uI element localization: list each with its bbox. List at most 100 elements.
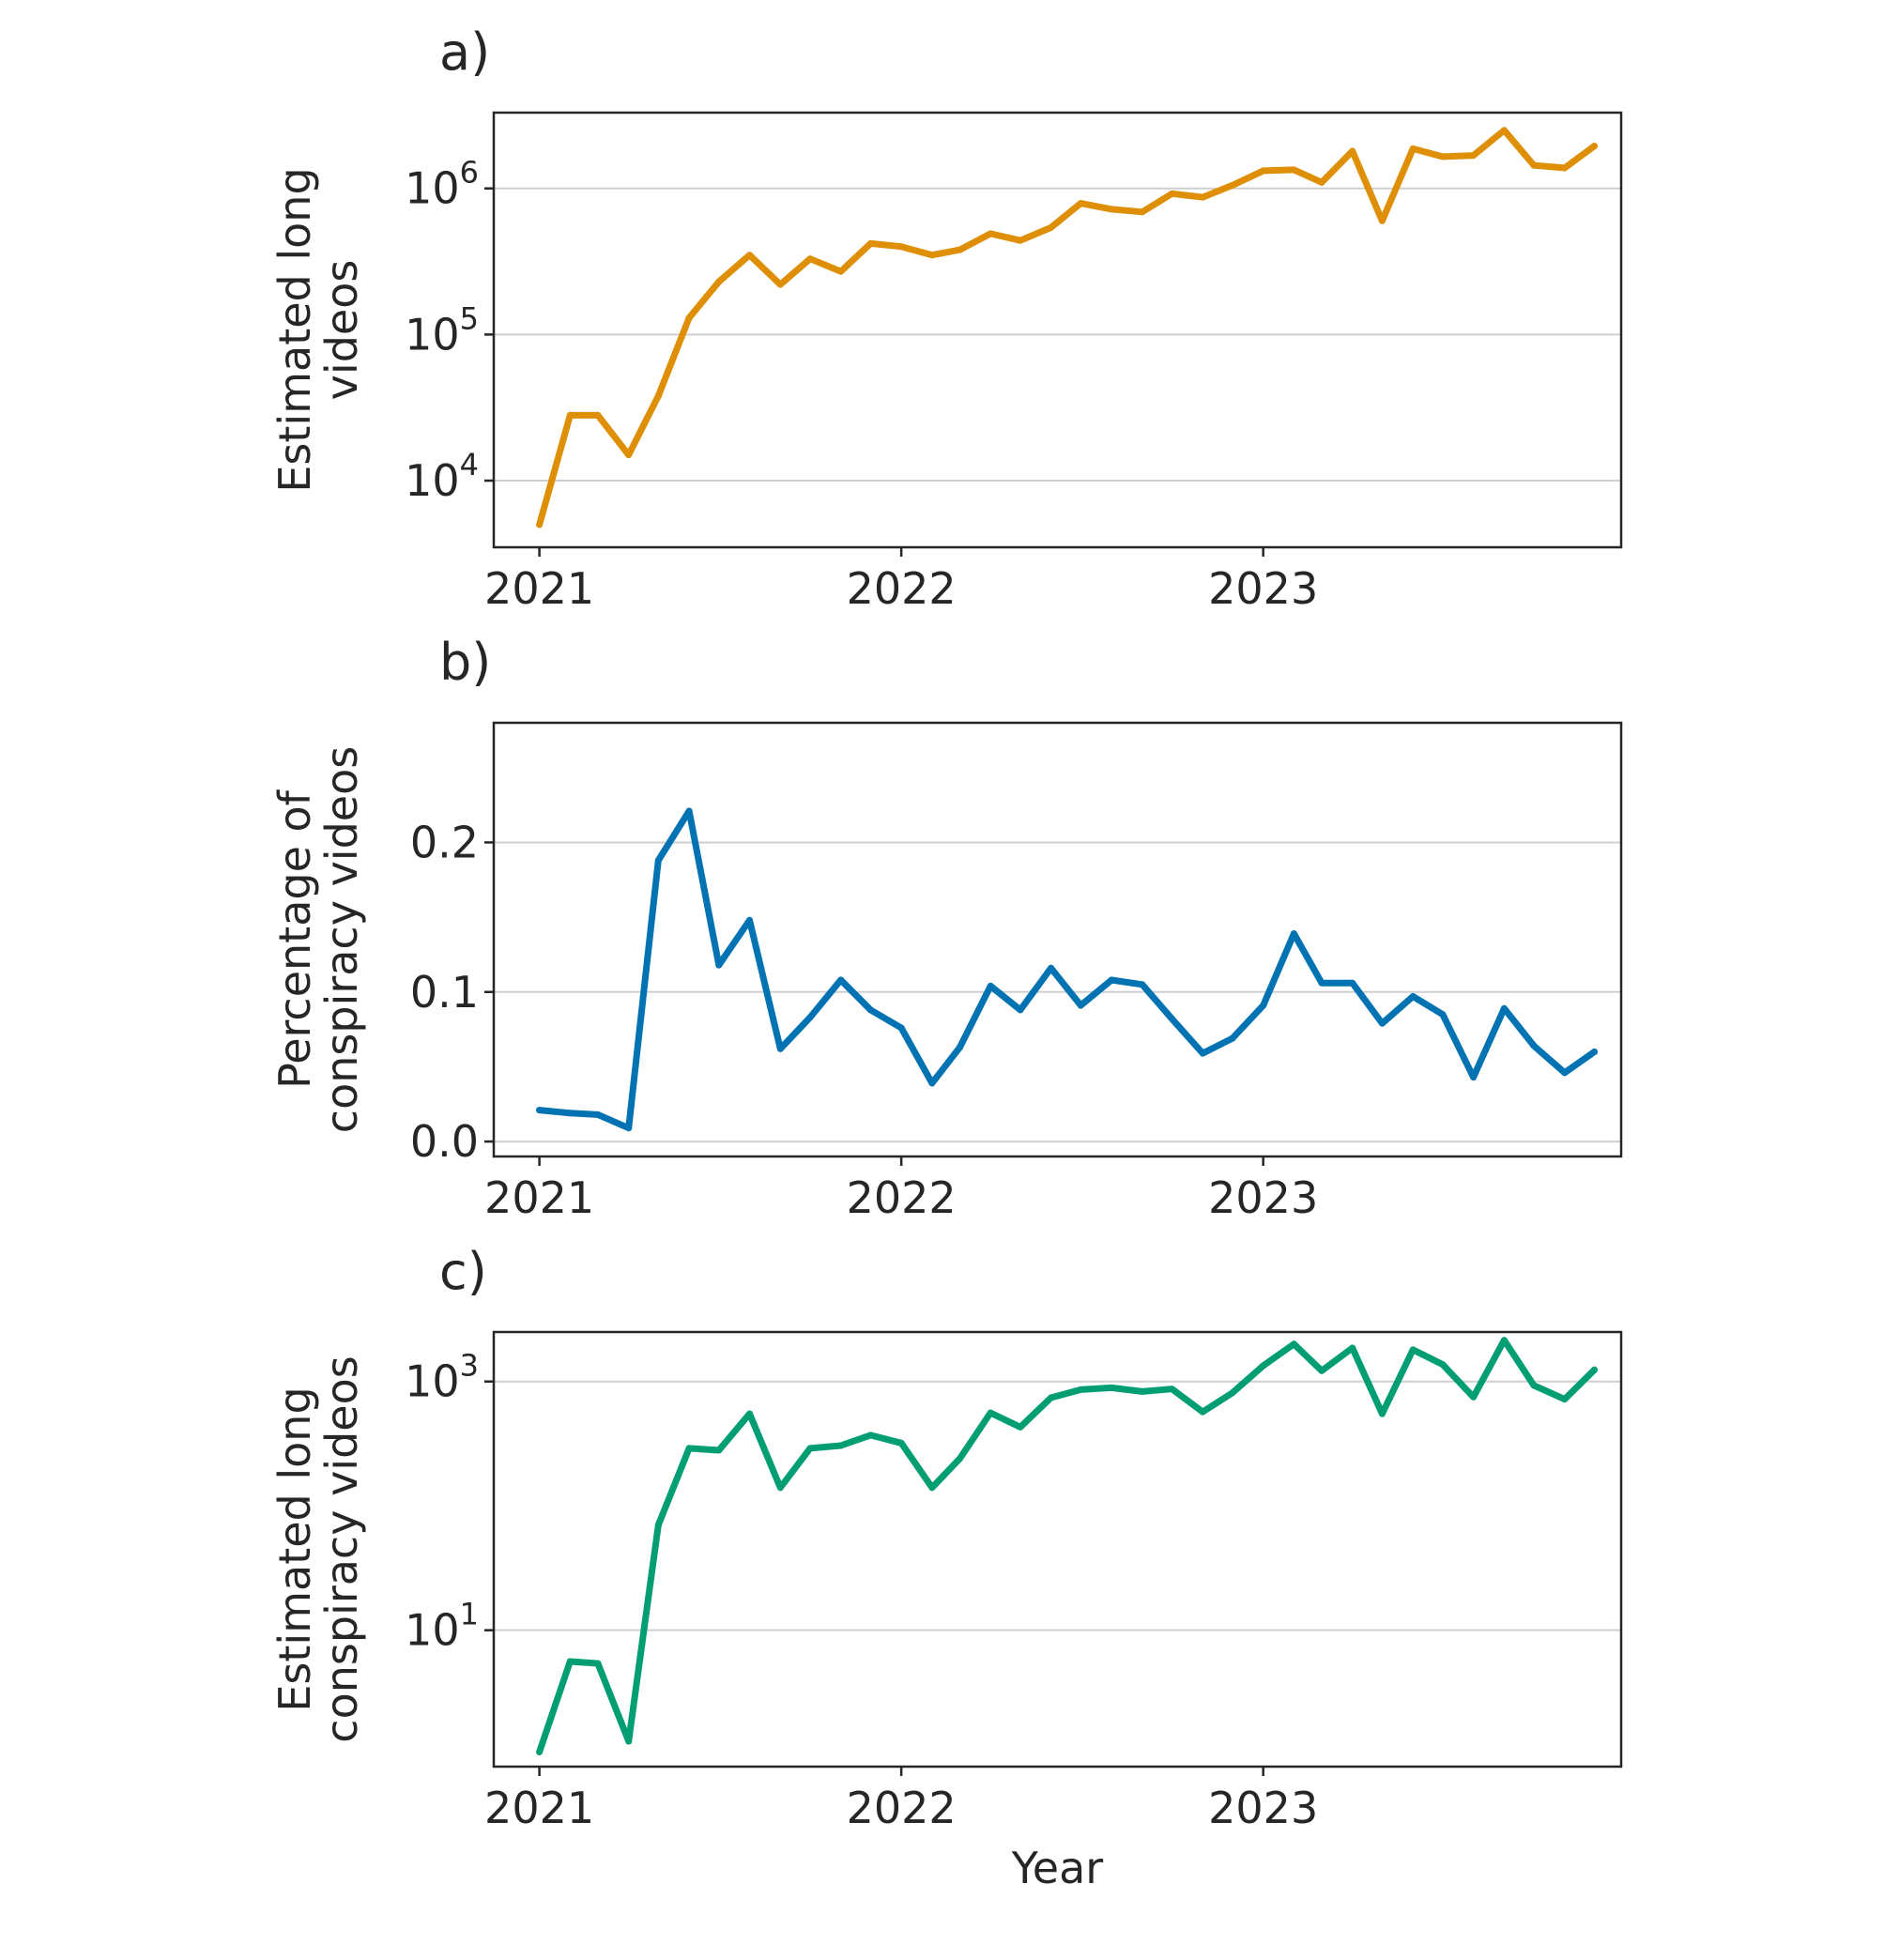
data-point-b-27 bbox=[1349, 979, 1356, 987]
panel-label-b: b) bbox=[439, 633, 491, 692]
data-point-c-21 bbox=[1169, 1386, 1175, 1393]
data-point-c-25 bbox=[1290, 1340, 1297, 1348]
data-point-b-35 bbox=[1591, 1049, 1598, 1055]
xlabel-c: Year bbox=[1011, 1843, 1103, 1893]
data-point-b-14 bbox=[957, 1044, 963, 1051]
data-point-a-19 bbox=[1108, 206, 1115, 213]
data-point-c-18 bbox=[1077, 1386, 1084, 1393]
xtick-label-a-2: 2023 bbox=[1208, 563, 1318, 614]
ytick-label-b-0: 0.0 bbox=[410, 1116, 479, 1167]
data-point-b-26 bbox=[1318, 979, 1325, 987]
data-point-c-32 bbox=[1500, 1337, 1508, 1344]
data-point-c-8 bbox=[776, 1484, 784, 1492]
ylabel-c-line-1: Estimated long bbox=[269, 1386, 320, 1711]
data-point-a-29 bbox=[1409, 145, 1417, 152]
xtick-label-a-0: 2021 bbox=[484, 563, 594, 614]
data-point-a-24 bbox=[1260, 167, 1267, 175]
data-point-b-20 bbox=[1139, 981, 1146, 988]
xtick-label-a-1: 2022 bbox=[847, 563, 957, 614]
data-point-a-30 bbox=[1439, 153, 1447, 161]
data-point-a-4 bbox=[654, 392, 662, 400]
data-point-a-33 bbox=[1530, 161, 1538, 169]
data-point-c-33 bbox=[1530, 1382, 1538, 1389]
data-point-b-3 bbox=[625, 1125, 633, 1132]
data-point-b-2 bbox=[594, 1110, 602, 1118]
ylabel-b-line-1: Percentage of bbox=[269, 789, 320, 1089]
xtick-label-b-2: 2023 bbox=[1208, 1172, 1318, 1223]
data-point-a-1 bbox=[566, 411, 574, 419]
data-point-c-7 bbox=[746, 1410, 753, 1417]
plot-frame-a bbox=[492, 111, 1623, 549]
data-point-a-16 bbox=[1017, 237, 1024, 244]
series-line-c bbox=[536, 1337, 1598, 1755]
data-point-a-2 bbox=[594, 411, 602, 419]
data-point-c-24 bbox=[1260, 1362, 1267, 1370]
data-point-a-17 bbox=[1048, 223, 1055, 231]
data-point-b-6 bbox=[715, 961, 723, 969]
data-point-b-19 bbox=[1108, 976, 1115, 984]
data-point-c-34 bbox=[1561, 1396, 1569, 1403]
data-point-a-13 bbox=[928, 252, 936, 259]
data-point-a-35 bbox=[1591, 143, 1598, 150]
data-point-a-28 bbox=[1378, 217, 1386, 224]
data-point-c-35 bbox=[1591, 1366, 1598, 1373]
data-point-c-20 bbox=[1139, 1387, 1146, 1395]
xtick-label-c-0: 2021 bbox=[484, 1783, 594, 1833]
data-point-b-22 bbox=[1199, 1049, 1206, 1057]
data-point-c-26 bbox=[1318, 1367, 1325, 1374]
data-point-b-16 bbox=[1017, 1006, 1024, 1014]
data-point-a-27 bbox=[1349, 147, 1356, 155]
xtick-label-c-2: 2023 bbox=[1208, 1783, 1318, 1833]
data-point-a-20 bbox=[1139, 208, 1146, 216]
data-point-a-8 bbox=[776, 281, 784, 288]
data-point-a-25 bbox=[1290, 166, 1297, 174]
data-point-a-23 bbox=[1229, 181, 1236, 189]
data-point-b-9 bbox=[806, 1014, 814, 1021]
data-point-b-0 bbox=[536, 1107, 544, 1114]
data-point-c-12 bbox=[897, 1439, 905, 1447]
data-point-b-23 bbox=[1229, 1034, 1236, 1042]
data-point-b-5 bbox=[685, 807, 693, 815]
data-point-c-5 bbox=[685, 1445, 693, 1452]
data-point-b-18 bbox=[1077, 1002, 1084, 1009]
ylabel-c-line-2: conspiracy videos bbox=[316, 1355, 367, 1742]
data-point-b-13 bbox=[928, 1080, 936, 1087]
data-point-c-30 bbox=[1439, 1361, 1447, 1369]
ytick-label-c-1: 103 bbox=[405, 1348, 479, 1407]
panel-a: 104 105 106 2021 2022 2023 a) Estimated longvid… bbox=[269, 23, 1623, 614]
series-line-b bbox=[536, 807, 1598, 1132]
data-point-a-7 bbox=[746, 252, 753, 259]
data-point-c-9 bbox=[806, 1445, 814, 1452]
data-point-c-0 bbox=[536, 1748, 544, 1755]
ytick-label-a-2: 106 bbox=[405, 155, 479, 214]
data-point-c-13 bbox=[928, 1484, 936, 1492]
ylabel-a-line-1: Estimated long bbox=[269, 167, 320, 492]
data-point-c-27 bbox=[1349, 1344, 1356, 1352]
ylabel-b-line-2: conspiracy videos bbox=[316, 746, 367, 1133]
data-point-a-22 bbox=[1199, 193, 1206, 201]
data-point-a-34 bbox=[1561, 164, 1569, 172]
data-point-b-1 bbox=[566, 1110, 574, 1117]
data-point-b-29 bbox=[1409, 993, 1417, 1000]
xtick-label-b-1: 2022 bbox=[847, 1172, 957, 1223]
data-point-b-17 bbox=[1048, 964, 1055, 972]
data-point-a-6 bbox=[715, 278, 723, 285]
data-point-b-28 bbox=[1378, 1019, 1386, 1027]
data-point-b-21 bbox=[1169, 1015, 1175, 1022]
data-point-a-15 bbox=[987, 230, 994, 237]
data-point-c-11 bbox=[866, 1432, 874, 1439]
ytick-label-c-0: 101 bbox=[405, 1597, 479, 1656]
data-point-a-31 bbox=[1470, 152, 1478, 160]
data-point-c-23 bbox=[1229, 1389, 1236, 1397]
data-point-a-0 bbox=[536, 521, 544, 528]
data-point-b-10 bbox=[837, 976, 845, 984]
data-point-c-15 bbox=[987, 1409, 994, 1416]
data-point-b-15 bbox=[987, 982, 994, 989]
data-point-b-34 bbox=[1561, 1069, 1569, 1077]
plot-frame-b bbox=[492, 721, 1623, 1158]
data-point-c-2 bbox=[594, 1660, 602, 1667]
data-point-c-22 bbox=[1199, 1408, 1206, 1416]
ytick-label-a-1: 105 bbox=[405, 300, 479, 360]
data-point-b-30 bbox=[1439, 1011, 1447, 1018]
